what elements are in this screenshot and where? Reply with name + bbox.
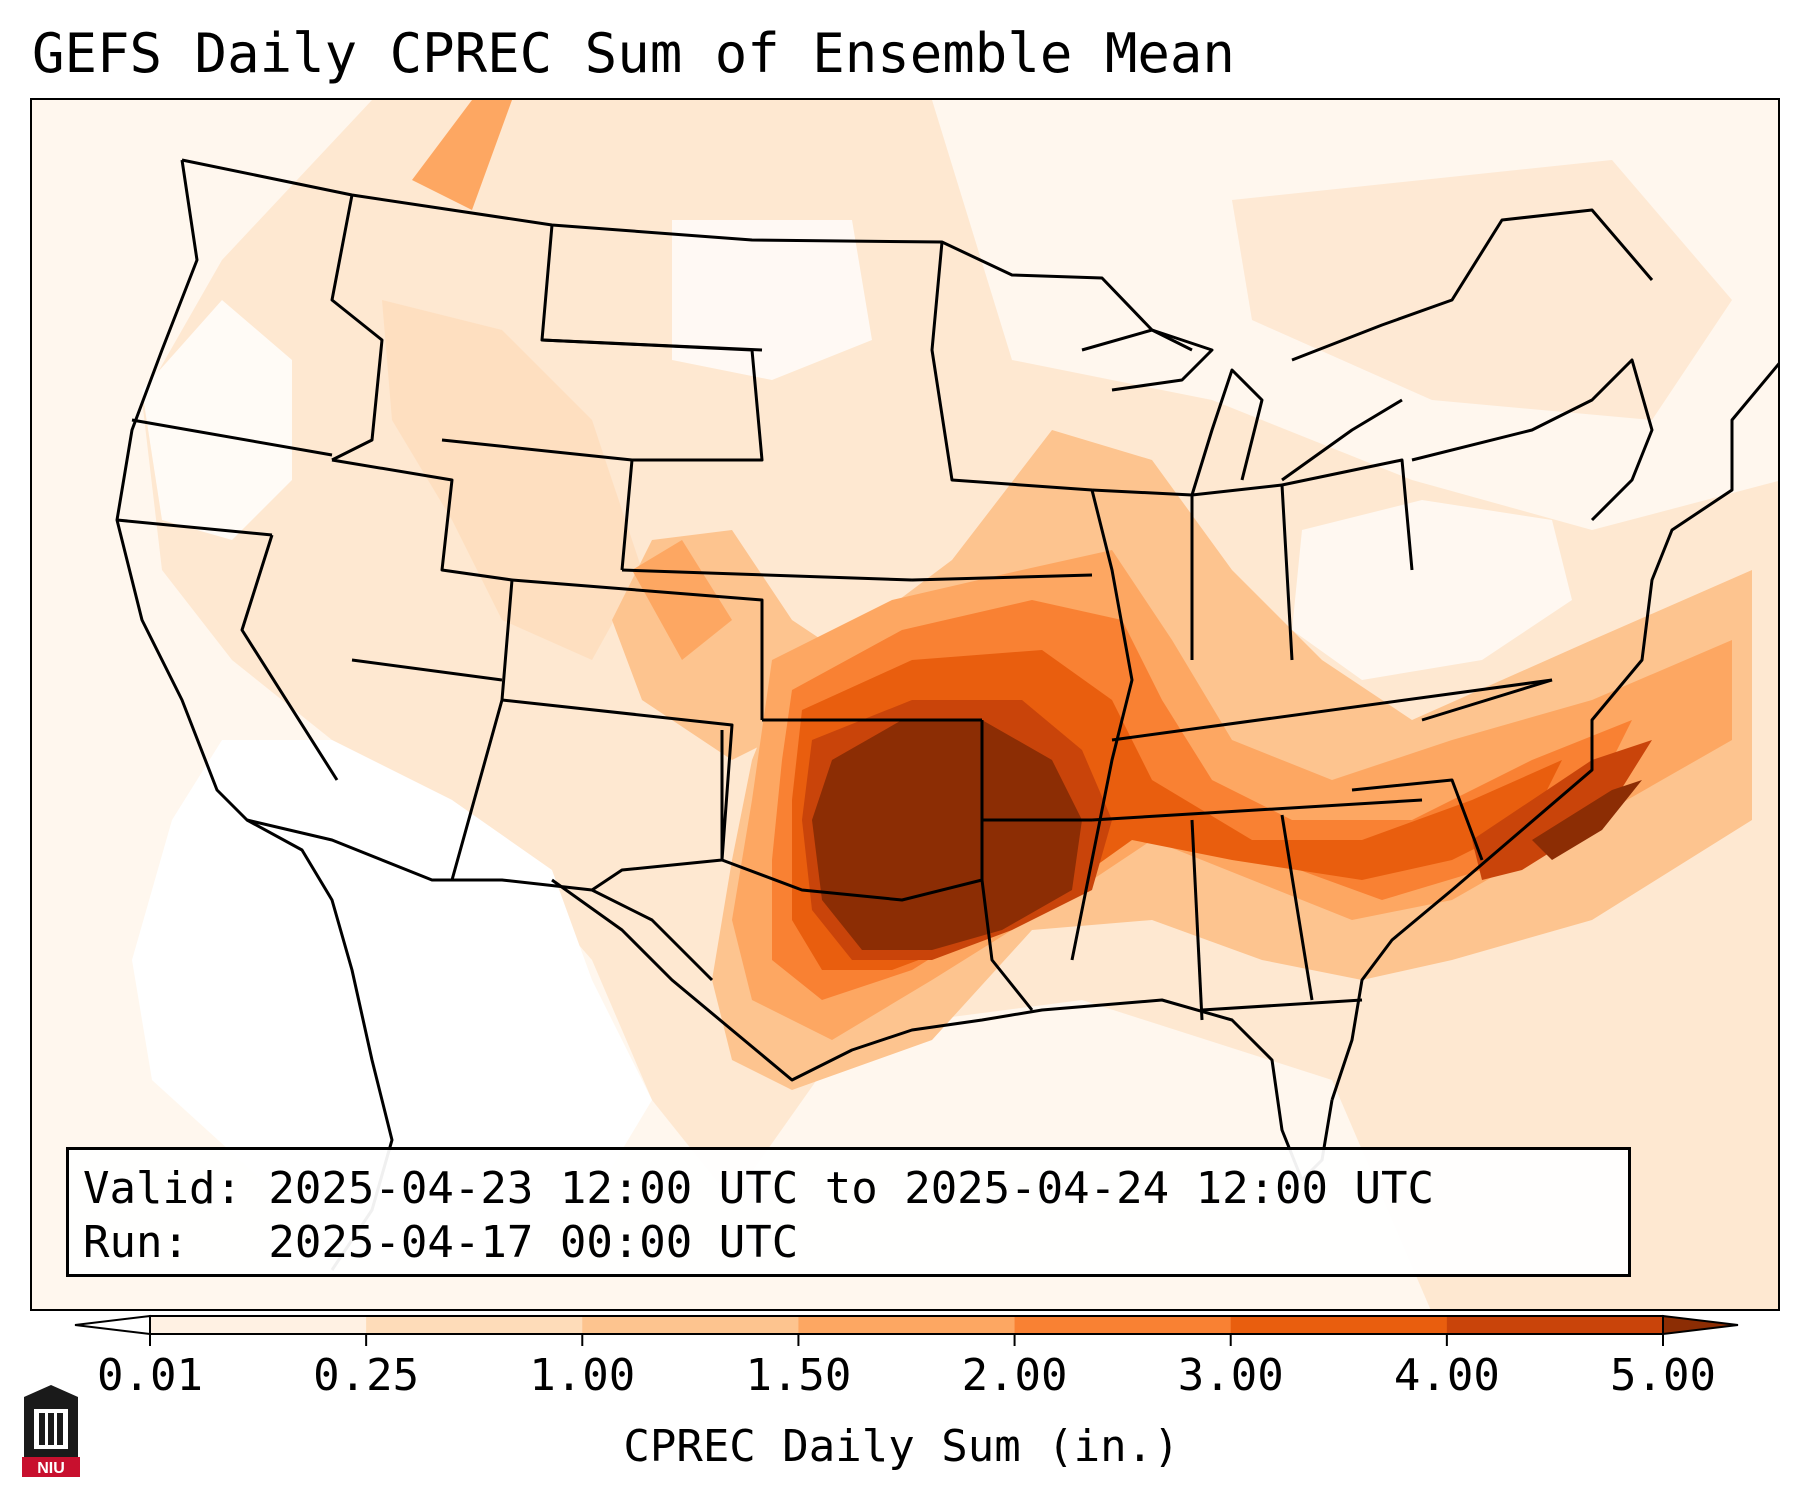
border-minnesota (930, 241, 1093, 492)
border-va-nc (1421, 678, 1553, 722)
border-oklahoma (720, 720, 984, 902)
west-coast (115, 159, 394, 1271)
colorbar-swatch (1230, 1316, 1448, 1334)
precipitation-field (132, 100, 1778, 1309)
border-iowa-mo (911, 573, 1093, 582)
precip-area-light-ne (1232, 160, 1732, 420)
precip-area-5-offshore (1472, 740, 1652, 880)
great-lakes-erie (1281, 398, 1403, 482)
colorbar-outline (149, 1315, 1664, 1335)
niu-logo-icon: NIU (22, 1385, 80, 1477)
precip-area-light-west (382, 300, 642, 660)
mexico-border (246, 818, 714, 982)
colorbar-tick-label: 5.00 (1610, 1350, 1716, 1401)
border-carolinas (1351, 778, 1484, 861)
valid-time-text: Valid: 2025-04-23 12:00 UTC to 2025-04-2… (83, 1163, 1435, 1214)
border-ga-fl (1201, 998, 1363, 1012)
border-ohio-pa (1281, 458, 1414, 571)
colorbar-swatch (798, 1316, 1016, 1334)
great-lakes-michigan (1190, 368, 1264, 496)
info-box: Valid: 2025-04-23 12:00 UTC to 2025-04-2… (66, 1147, 1631, 1277)
colorbar-tick-label: 1.50 (745, 1350, 851, 1401)
border-ms-al (1190, 819, 1204, 1021)
dry-area-southwest (132, 740, 652, 1260)
colorbar-label: CPREC Daily Sum (in.) (623, 1421, 1180, 1472)
state-borders (115, 158, 1778, 1271)
new-england (1411, 358, 1654, 522)
colorbar-swatch (150, 1316, 367, 1334)
border-nevada (240, 534, 339, 781)
map-title: GEFS Daily CPREC Sum of Ensemble Mean (32, 22, 1235, 85)
border-texas-la (980, 879, 1034, 1011)
colorbar-swatch (1446, 1316, 1664, 1334)
logo-text: NIU (37, 1460, 65, 1477)
colorbar-swatch (1014, 1316, 1232, 1334)
border-idaho-mt (330, 194, 384, 462)
dry-area-east (1292, 500, 1572, 680)
precip-area-max-offshore (1532, 780, 1642, 860)
border-nebraska-kansas (621, 568, 913, 582)
colorbar-tick-label: 0.25 (313, 1350, 419, 1401)
border-nd-sd (541, 338, 763, 352)
great-lakes-superior (1081, 328, 1214, 392)
run-time-text: Run: 2025-04-17 00:00 UTC (83, 1217, 799, 1268)
dry-area-northwest (142, 300, 292, 540)
colorbar-tick-label: 2.00 (962, 1350, 1068, 1401)
border-tn-south (1091, 798, 1423, 822)
colorbar-tick-label: 3.00 (1178, 1350, 1284, 1401)
border-oregon-california (116, 518, 273, 537)
border-al-ga (1280, 814, 1314, 1001)
border-tn-ky (1111, 678, 1553, 742)
dry-area-plains (672, 220, 872, 380)
colorbar-extend-high (1662, 1314, 1739, 1336)
colorbar-swatch (366, 1316, 583, 1334)
border-washington-oregon (131, 418, 333, 457)
border-colorado (511, 578, 764, 720)
border-mississippi-river (1070, 489, 1134, 961)
colorbar-tick-label: 1.00 (529, 1350, 635, 1401)
east-coast (1330, 362, 1778, 1101)
precip-area-max (812, 720, 1082, 950)
precip-area-1c (412, 100, 512, 210)
colorbar-tick-label: 0.01 (97, 1350, 203, 1401)
precipitation-map (30, 98, 1780, 1311)
gulf-coast (551, 878, 1334, 1182)
colorbar-extend-low (74, 1314, 151, 1336)
colorbar-tick-label: 4.00 (1394, 1350, 1500, 1401)
colorbar-swatch (582, 1316, 799, 1334)
border-rockies (331, 458, 514, 881)
us-canada-border-east (1291, 208, 1654, 362)
border-utah-az (351, 658, 503, 682)
